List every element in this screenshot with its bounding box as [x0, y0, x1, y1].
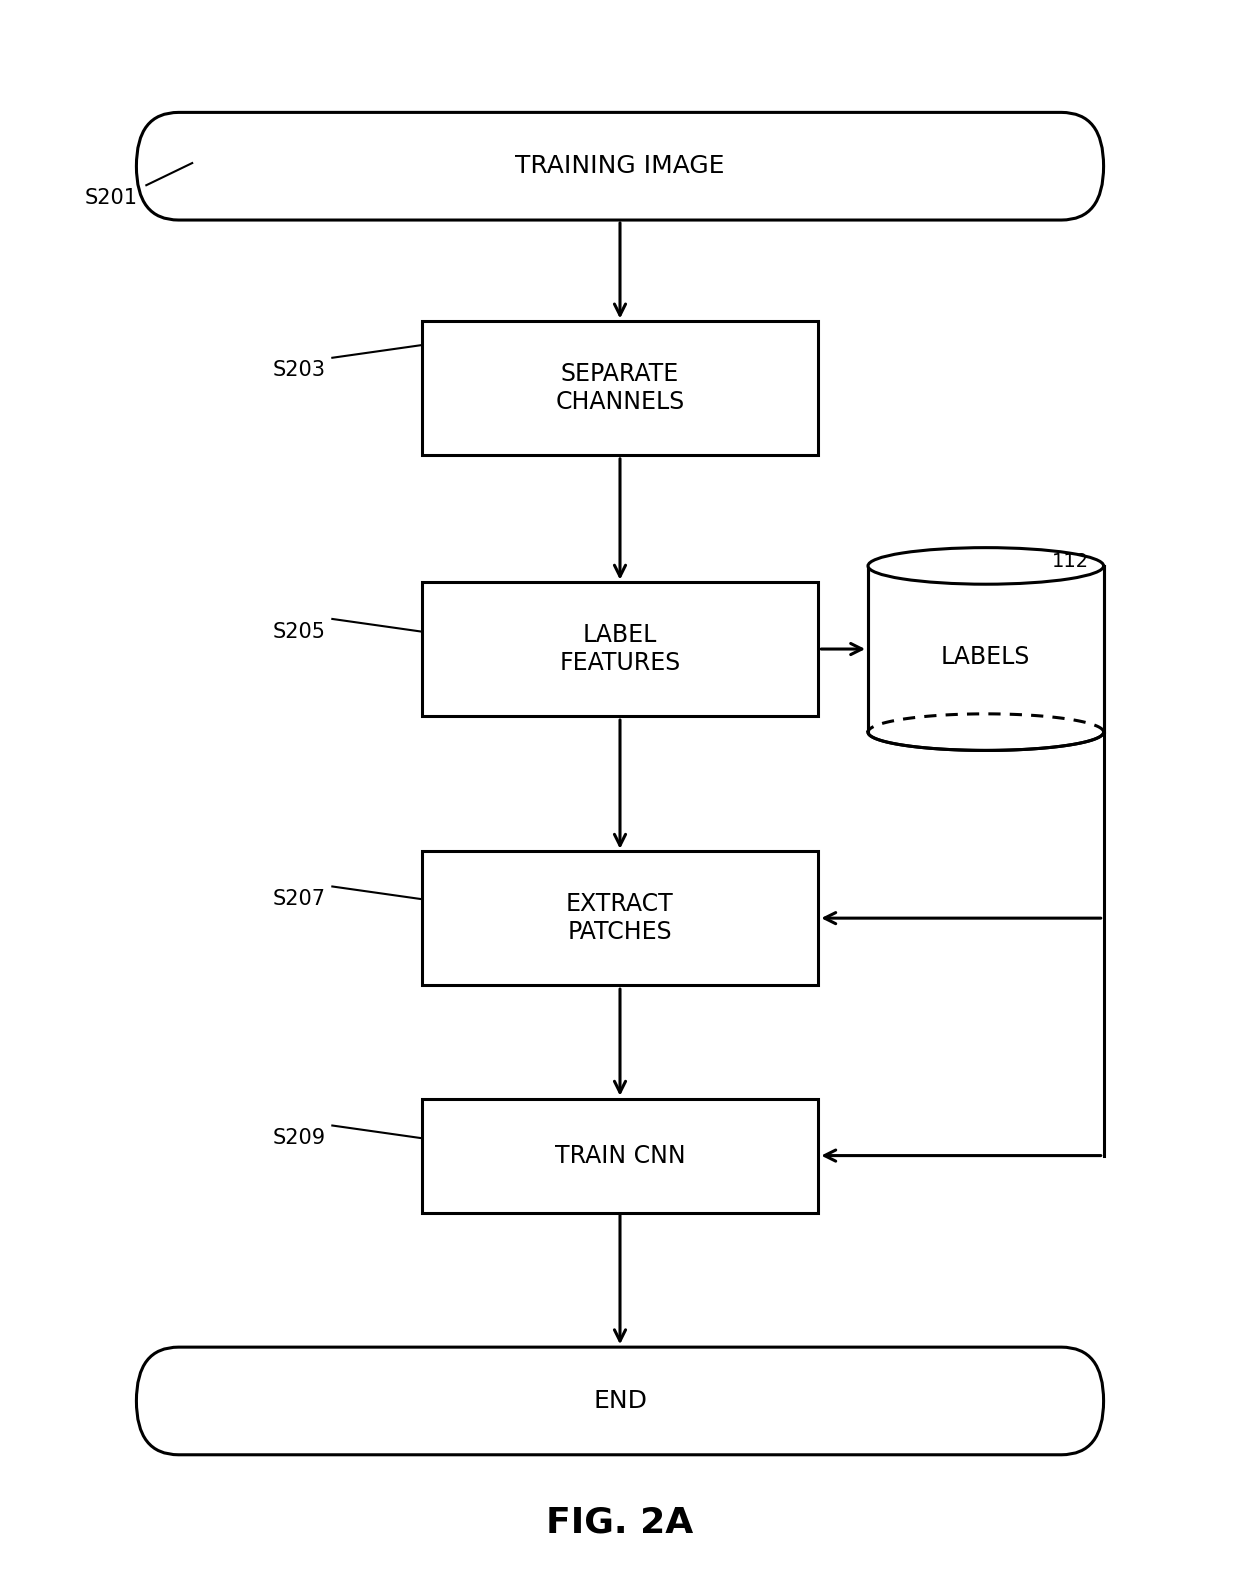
- Text: LABEL
FEATURES: LABEL FEATURES: [559, 624, 681, 674]
- Ellipse shape: [868, 548, 1104, 584]
- Text: S205: S205: [273, 622, 326, 641]
- Text: S203: S203: [273, 361, 326, 380]
- Text: 112: 112: [1052, 552, 1089, 571]
- Text: TRAIN CNN: TRAIN CNN: [554, 1143, 686, 1168]
- Text: TRAINING IMAGE: TRAINING IMAGE: [516, 154, 724, 179]
- Bar: [422, 852, 818, 985]
- Bar: [422, 583, 818, 716]
- Text: LABELS: LABELS: [941, 644, 1030, 670]
- Text: S207: S207: [273, 890, 326, 909]
- FancyBboxPatch shape: [136, 112, 1104, 220]
- Bar: [422, 1099, 818, 1213]
- Text: S201: S201: [84, 188, 138, 207]
- Text: END: END: [593, 1388, 647, 1414]
- Text: S209: S209: [273, 1129, 326, 1148]
- Text: EXTRACT
PATCHES: EXTRACT PATCHES: [567, 893, 673, 943]
- Bar: [422, 320, 818, 456]
- Text: SEPARATE
CHANNELS: SEPARATE CHANNELS: [556, 363, 684, 413]
- Text: FIG. 2A: FIG. 2A: [547, 1505, 693, 1540]
- FancyBboxPatch shape: [136, 1347, 1104, 1455]
- Polygon shape: [868, 567, 1104, 731]
